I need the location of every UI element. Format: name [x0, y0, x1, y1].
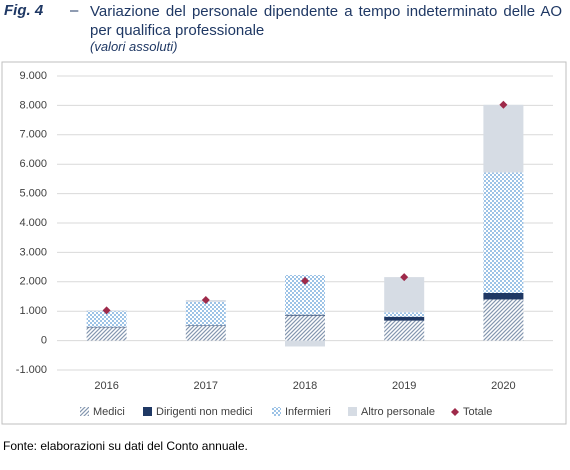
y-tick-label: 0: [41, 335, 47, 347]
bar-segment: [483, 172, 524, 293]
legend-label: Medici: [93, 406, 125, 418]
legend-swatch: [143, 407, 152, 416]
bar-segment: [86, 326, 127, 328]
x-tick-label: 2017: [194, 380, 218, 392]
bar-segment: [384, 320, 425, 341]
total-marker: [201, 296, 210, 305]
x-tick-label: 2019: [392, 380, 416, 392]
bar-segment: [384, 312, 425, 317]
y-tick-label: 9.000: [19, 70, 47, 82]
y-tick-label: 4.000: [19, 217, 47, 229]
x-tick-label: 2018: [293, 380, 317, 392]
total-marker: [102, 306, 111, 315]
bar-segment: [384, 277, 425, 313]
bar-segment: [285, 315, 325, 341]
y-tick-label: -1.000: [16, 364, 47, 376]
y-tick-label: 3.000: [19, 246, 47, 258]
legend-swatch: [272, 407, 281, 416]
bar-segment: [285, 340, 325, 347]
x-tick-label: 2016: [94, 380, 118, 392]
total-marker: [301, 276, 309, 285]
bar-segment: [185, 301, 226, 326]
total-marker: [499, 100, 508, 109]
bar-segment: [86, 327, 127, 341]
chart-subtitle: (valori assoluti): [90, 39, 178, 54]
legend-swatch: [451, 408, 459, 416]
bar-segment: [483, 292, 524, 300]
chart-title: Variazione del personale dipendente a te…: [90, 3, 562, 39]
legend-label: Altro personale: [361, 406, 435, 418]
total-marker: [400, 273, 409, 282]
bar-segment: [285, 314, 325, 316]
fig-label: Fig. 4: [4, 2, 44, 19]
y-tick-label: 6.000: [19, 158, 47, 170]
y-tick-label: 8.000: [19, 99, 47, 111]
bar-segment: [185, 325, 226, 341]
legend-swatch: [348, 407, 357, 416]
bar-segment: [483, 299, 524, 341]
y-tick-label: 1.000: [19, 305, 47, 317]
x-tick-label: 2020: [491, 380, 515, 392]
bar-segment: [483, 104, 524, 173]
y-tick-label: 7.000: [19, 129, 47, 141]
y-tick-label: 2.000: [19, 276, 47, 288]
source: Fonte: elaborazioni su dati del Conto an…: [3, 439, 248, 453]
legend-swatch: [80, 407, 89, 416]
bar-segment: [185, 325, 226, 326]
bar-segment: [384, 316, 425, 321]
legend-label: Dirigenti non medici: [156, 406, 253, 418]
legend-label: Totale: [463, 406, 492, 418]
dash: –: [70, 2, 79, 19]
bar-segment: [86, 311, 127, 327]
y-tick-label: 5.000: [19, 188, 47, 200]
chart-frame: [1, 61, 567, 425]
legend-label: Infermieri: [285, 406, 331, 418]
